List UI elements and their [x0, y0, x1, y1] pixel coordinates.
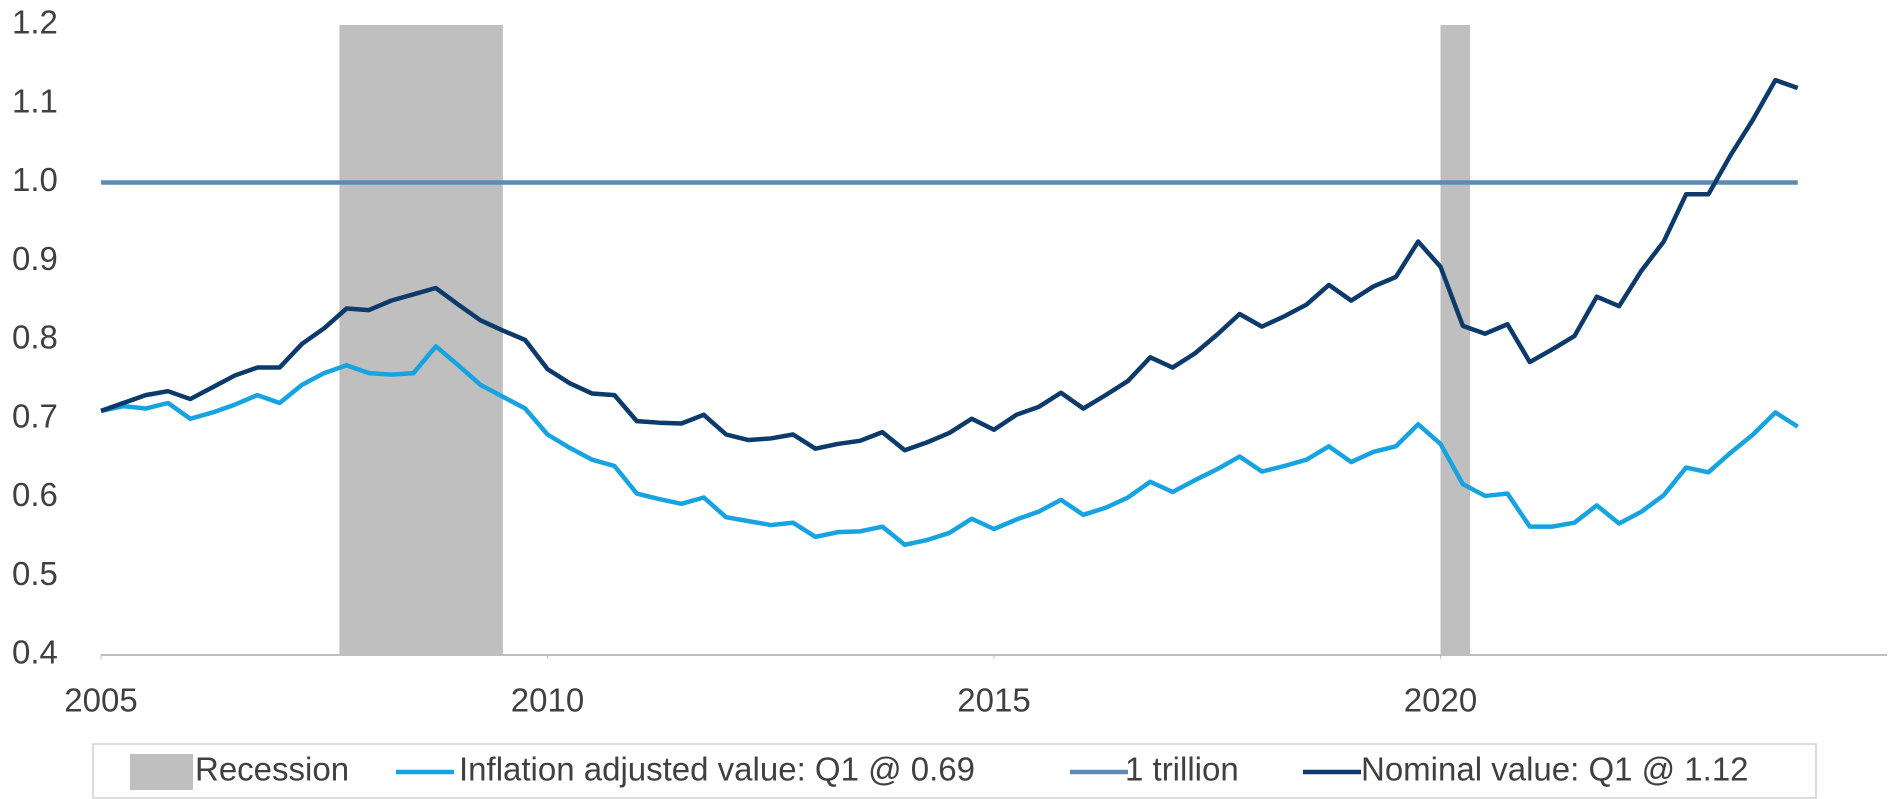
legend-label: Recession: [195, 751, 349, 788]
y-tick-label: 1.0: [12, 161, 58, 198]
y-tick-label: 0.5: [12, 555, 58, 592]
x-tick-label: 2015: [957, 682, 1030, 719]
recession-band: [1440, 25, 1470, 655]
y-tick-label: 0.6: [12, 476, 58, 513]
x-tick-label: 2010: [511, 682, 584, 719]
legend-box: [92, 743, 1817, 799]
y-tick-label: 0.9: [12, 240, 58, 277]
y-tick-label: 0.8: [12, 319, 58, 356]
y-tick-label: 1.1: [12, 82, 58, 119]
x-tick-label: 2005: [64, 682, 137, 719]
y-tick-label: 0.4: [12, 634, 58, 671]
y-tick-label: 0.7: [12, 397, 58, 434]
legend-label: Inflation adjusted value: Q1 @ 0.69: [459, 751, 975, 788]
recession-band: [339, 25, 503, 655]
series-line: [100, 77, 1799, 453]
x-tick-label: 2020: [1404, 682, 1477, 719]
y-tick-label: 1.2: [12, 4, 58, 41]
legend-swatch: [130, 754, 193, 790]
series-line: [100, 344, 1799, 547]
legend-label: Nominal value: Q1 @ 1.12: [1361, 751, 1749, 788]
legend-label: 1 trillion: [1125, 751, 1239, 788]
